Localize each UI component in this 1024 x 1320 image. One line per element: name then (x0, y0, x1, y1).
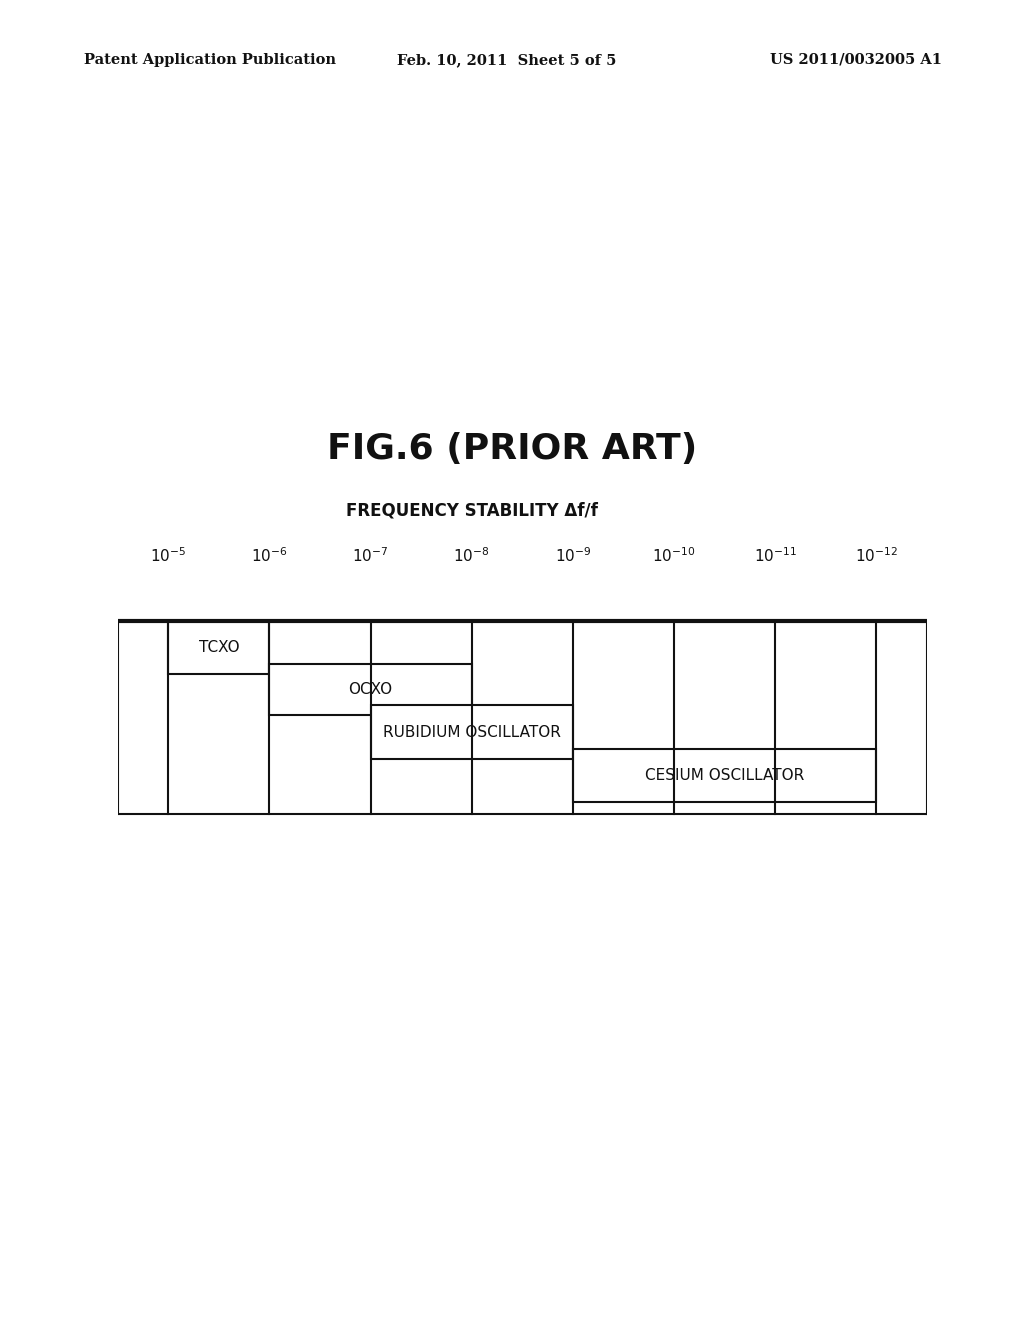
Text: $10^{-8}$: $10^{-8}$ (454, 546, 489, 565)
Text: $10^{-11}$: $10^{-11}$ (754, 546, 797, 565)
Text: FIG.6 (PRIOR ART): FIG.6 (PRIOR ART) (327, 432, 697, 466)
Text: $10^{-10}$: $10^{-10}$ (652, 546, 695, 565)
Text: $10^{-6}$: $10^{-6}$ (251, 546, 288, 565)
Text: Feb. 10, 2011  Sheet 5 of 5: Feb. 10, 2011 Sheet 5 of 5 (397, 53, 616, 67)
Text: OCXO: OCXO (348, 682, 392, 697)
Text: FREQUENCY STABILITY Δf/f: FREQUENCY STABILITY Δf/f (346, 502, 598, 520)
Text: $10^{-5}$: $10^{-5}$ (151, 546, 186, 565)
Text: TCXO: TCXO (199, 640, 240, 655)
Bar (168, 620, 269, 675)
Text: $10^{-7}$: $10^{-7}$ (352, 546, 389, 565)
Text: CESIUM OSCILLATOR: CESIUM OSCILLATOR (645, 768, 804, 783)
Bar (371, 705, 572, 759)
Bar (269, 664, 472, 715)
Text: Patent Application Publication: Patent Application Publication (84, 53, 336, 67)
Bar (572, 748, 877, 803)
Text: US 2011/0032005 A1: US 2011/0032005 A1 (770, 53, 942, 67)
Text: RUBIDIUM OSCILLATOR: RUBIDIUM OSCILLATOR (383, 725, 560, 739)
Text: $10^{-9}$: $10^{-9}$ (555, 546, 591, 565)
Text: $10^{-12}$: $10^{-12}$ (855, 546, 898, 565)
